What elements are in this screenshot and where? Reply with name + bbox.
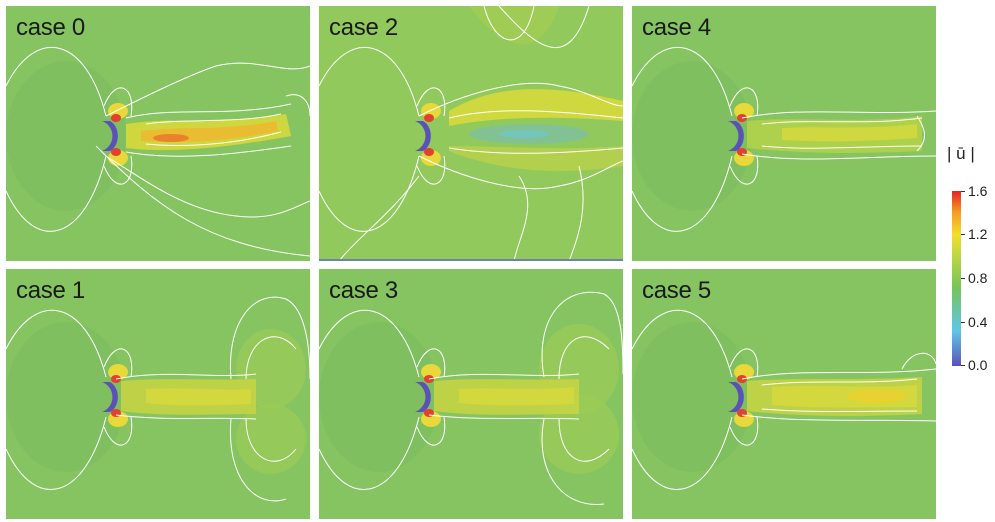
panel-case-2: case 2: [319, 6, 623, 261]
colorbar-tickmark: [961, 278, 965, 279]
panel-case-4: case 4: [632, 6, 936, 261]
flow-field-case-0: [6, 6, 310, 261]
cylinder-body: [415, 121, 431, 151]
colorbar-tickmark: [961, 365, 965, 366]
colorbar-tick-label: 0.8: [968, 270, 988, 286]
cylinder-body: [728, 121, 744, 151]
colorbar-tick-label: 1.6: [968, 183, 988, 199]
cylinder-body: [102, 121, 118, 151]
panel-case-3: case 3: [319, 269, 623, 519]
colorbar-tick-label: 0.0: [968, 357, 988, 373]
flow-field-case-1: [6, 269, 310, 519]
panel-label: case 4: [642, 14, 711, 41]
cylinder-body: [102, 382, 118, 412]
panel-border: [319, 259, 623, 261]
flow-field-case-3: [319, 269, 623, 519]
cylinder-body: [728, 382, 744, 412]
panel-label: case 0: [16, 14, 85, 41]
flow-field-case-2: [319, 6, 623, 261]
panel-case-1: case 1: [6, 269, 310, 519]
panel-case-0: case 0: [6, 6, 310, 261]
panel-label: case 5: [642, 277, 711, 304]
colorbar: [952, 191, 961, 366]
colorbar-tickmark: [961, 322, 965, 323]
panel-label: case 2: [329, 14, 398, 41]
colorbar-tickmark: [961, 191, 965, 192]
panel-label: case 1: [16, 277, 85, 304]
colorbar-tickmark: [961, 234, 965, 235]
panel-case-5: case 5: [632, 269, 936, 519]
colorbar-title: | ū |: [947, 144, 975, 163]
colorbar-tick-label: 1.2: [968, 226, 988, 242]
colorbar-tick-label: 0.4: [968, 314, 988, 330]
cylinder-body: [415, 382, 431, 412]
flow-field-case-4: [632, 6, 936, 261]
panel-label: case 3: [329, 277, 398, 304]
flow-field-case-5: [632, 269, 936, 519]
